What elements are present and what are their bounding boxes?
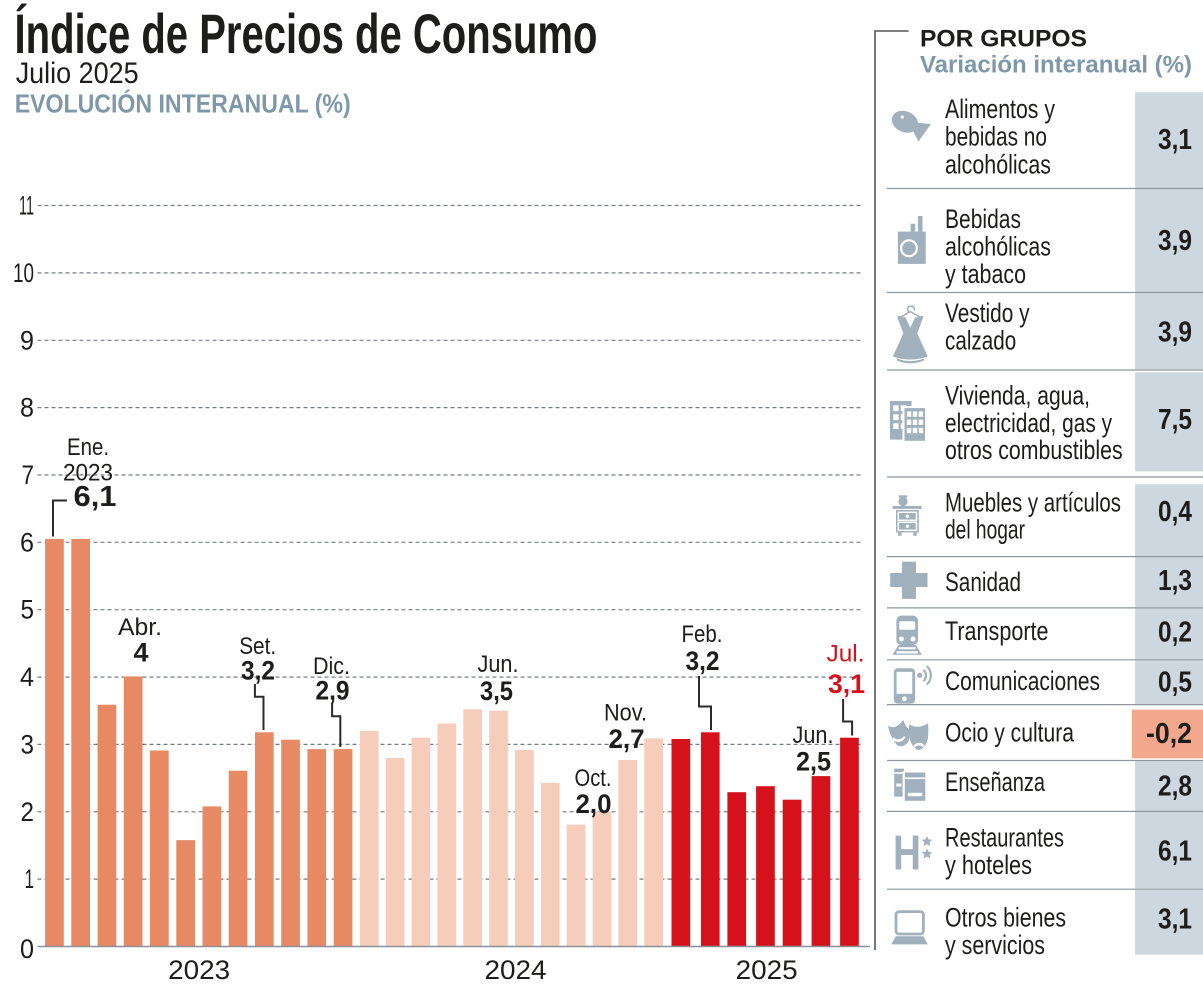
svg-text:Oct.: Oct. — [575, 765, 612, 792]
svg-text:del hogar: del hogar — [945, 514, 1025, 544]
svg-text:1,3: 1,3 — [1158, 565, 1192, 597]
svg-text:otros combustibles: otros combustibles — [945, 435, 1123, 465]
svg-text:2,7: 2,7 — [609, 724, 645, 754]
svg-text:2025: 2025 — [736, 955, 798, 985]
svg-text:electricidad, gas y: electricidad, gas y — [945, 408, 1113, 438]
svg-text:6: 6 — [20, 527, 34, 557]
svg-text:3,2: 3,2 — [686, 646, 720, 676]
svg-text:Set.: Set. — [239, 633, 276, 660]
svg-text:10: 10 — [13, 258, 34, 288]
svg-text:3,1: 3,1 — [828, 669, 865, 699]
svg-text:Ocio y cultura: Ocio y cultura — [945, 718, 1074, 748]
svg-text:3,1: 3,1 — [1158, 904, 1192, 936]
svg-text:0,5: 0,5 — [1158, 667, 1192, 699]
svg-text:Abr.: Abr. — [118, 614, 162, 641]
svg-text:y tabaco: y tabaco — [945, 259, 1026, 289]
svg-text:y hoteles: y hoteles — [945, 850, 1032, 880]
svg-text:Muebles y artículos: Muebles y artículos — [945, 487, 1121, 517]
svg-text:7: 7 — [22, 460, 35, 490]
svg-text:6,1: 6,1 — [74, 481, 117, 513]
svg-text:2: 2 — [21, 797, 35, 827]
svg-text:0: 0 — [20, 934, 34, 964]
svg-text:0,2: 0,2 — [1158, 617, 1192, 649]
svg-text:2024: 2024 — [485, 955, 547, 985]
svg-text:3,9: 3,9 — [1158, 225, 1192, 257]
svg-text:calzado: calzado — [945, 325, 1016, 355]
svg-text:2,9: 2,9 — [316, 676, 350, 706]
svg-text:Otros bienes: Otros bienes — [945, 903, 1066, 933]
svg-text:Ene.: Ene. — [67, 434, 109, 461]
svg-text:Comunicaciones: Comunicaciones — [945, 666, 1100, 696]
svg-text:3,9: 3,9 — [1158, 317, 1192, 349]
svg-text:2,8: 2,8 — [1158, 770, 1192, 802]
svg-text:Bebidas: Bebidas — [945, 204, 1021, 234]
svg-text:Vestido y: Vestido y — [945, 298, 1030, 328]
svg-text:alcohólicas: alcohólicas — [945, 231, 1051, 261]
svg-text:Alimentos y: Alimentos y — [945, 94, 1056, 124]
svg-text:bebidas no: bebidas no — [945, 122, 1047, 152]
svg-text:8: 8 — [20, 393, 34, 423]
svg-text:Jun.: Jun. — [793, 722, 834, 749]
svg-text:2023: 2023 — [168, 955, 230, 985]
svg-text:Sanidad: Sanidad — [945, 567, 1021, 597]
svg-text:y servicios: y servicios — [945, 930, 1045, 960]
svg-text:3,1: 3,1 — [1158, 124, 1192, 156]
svg-text:Jun.: Jun. — [478, 651, 519, 678]
svg-text:2,0: 2,0 — [576, 789, 612, 819]
svg-text:Índice de Precios de Consumo: Índice de Precios de Consumo — [15, 2, 598, 65]
svg-text:alcohólicas: alcohólicas — [945, 150, 1051, 180]
svg-text:4: 4 — [20, 662, 34, 692]
svg-text:-0,2: -0,2 — [1146, 718, 1192, 750]
svg-text:4: 4 — [134, 638, 149, 668]
svg-text:Julio 2025: Julio 2025 — [16, 57, 139, 90]
svg-text:9: 9 — [20, 325, 34, 355]
svg-text:H: H — [893, 827, 921, 881]
svg-text:Transporte: Transporte — [945, 616, 1049, 646]
svg-text:Variación interanual (%): Variación interanual (%) — [920, 52, 1192, 79]
svg-text:POR GRUPOS: POR GRUPOS — [920, 25, 1087, 52]
svg-text:11: 11 — [19, 191, 34, 221]
svg-text:Nov.: Nov. — [604, 700, 647, 727]
svg-text:EVOLUCIÓN INTERANUAL (%): EVOLUCIÓN INTERANUAL (%) — [15, 89, 351, 119]
svg-text:1: 1 — [25, 864, 35, 894]
svg-text:Vivienda, agua,: Vivienda, agua, — [945, 381, 1090, 411]
svg-text:Feb.: Feb. — [682, 621, 723, 648]
svg-text:Jul.: Jul. — [827, 641, 865, 668]
svg-text:7,5: 7,5 — [1158, 404, 1192, 436]
svg-text:0,4: 0,4 — [1158, 496, 1192, 528]
svg-text:3: 3 — [21, 729, 35, 759]
svg-text:6,1: 6,1 — [1158, 836, 1192, 868]
svg-text:3,2: 3,2 — [241, 656, 275, 686]
svg-text:2023: 2023 — [63, 460, 113, 487]
svg-text:5: 5 — [21, 595, 35, 625]
svg-text:3,5: 3,5 — [480, 676, 513, 706]
svg-text:Restaurantes: Restaurantes — [945, 823, 1064, 853]
svg-text:Dic.: Dic. — [313, 653, 350, 680]
svg-text:Enseñanza: Enseñanza — [945, 767, 1045, 797]
svg-text:2,5: 2,5 — [796, 747, 831, 777]
